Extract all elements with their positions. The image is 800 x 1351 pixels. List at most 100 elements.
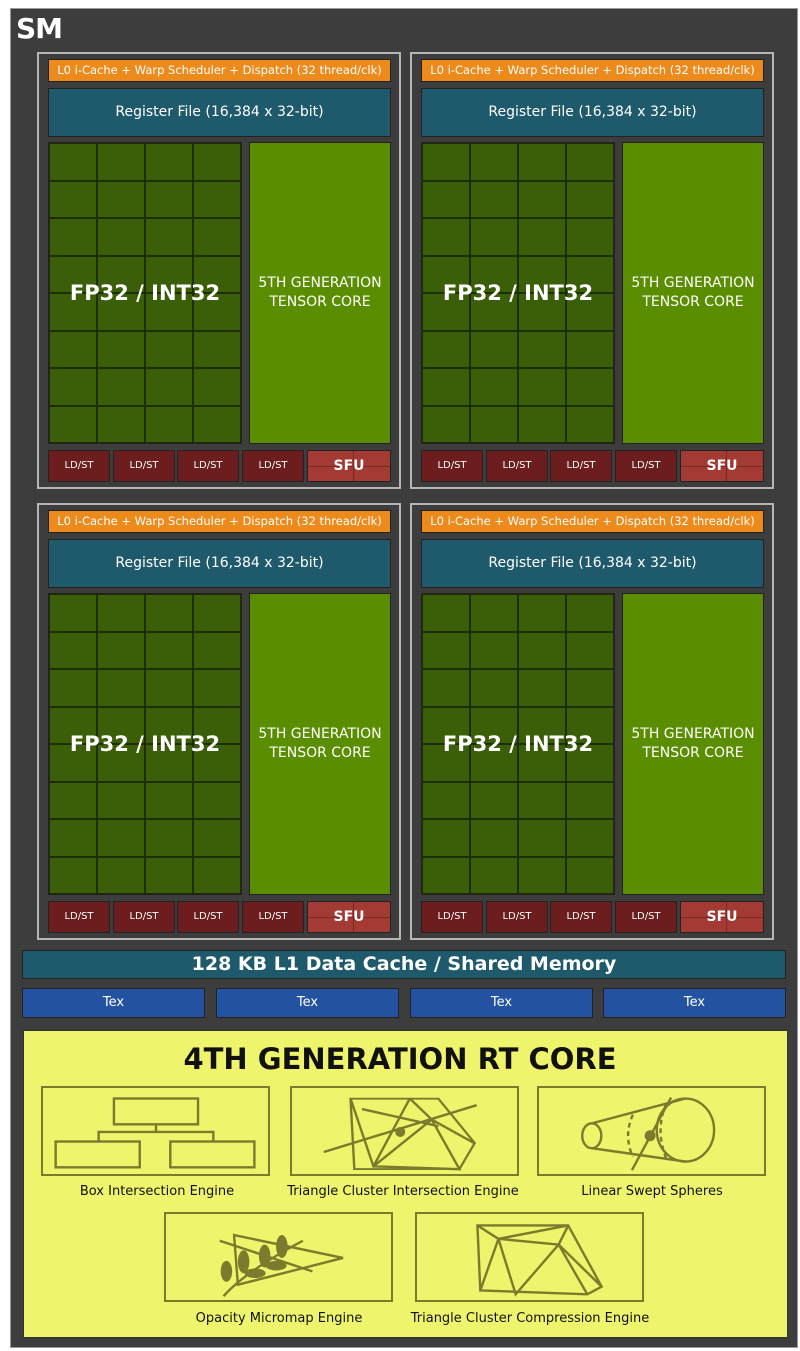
core-cell — [49, 218, 97, 256]
tex-unit: Tex — [216, 988, 399, 1018]
cores-label: FP32 / INT32 — [442, 732, 594, 756]
core-cell — [422, 669, 470, 707]
core-cell — [518, 255, 566, 293]
core-cell — [422, 368, 470, 406]
core-cell — [566, 293, 614, 331]
fp32-int32-cores: FP32 / INT32 — [421, 142, 615, 444]
core-cell — [193, 143, 241, 181]
ldst-unit: LD/ST — [421, 450, 483, 482]
core-cell — [193, 330, 241, 368]
core-cell — [422, 180, 470, 218]
core-cell — [566, 744, 614, 782]
core-cell — [566, 706, 614, 744]
core-cell — [193, 819, 241, 857]
ldst-unit: LD/ST — [550, 901, 612, 933]
core-cell — [518, 218, 566, 256]
core-cell — [470, 368, 518, 406]
core-cell — [422, 819, 470, 857]
core-cell — [470, 405, 518, 443]
core-cell — [518, 631, 566, 669]
core-cell — [49, 594, 97, 632]
core-cell — [97, 631, 145, 669]
core-cell — [422, 781, 470, 819]
core-cell — [97, 669, 145, 707]
ldst-unit: LD/ST — [113, 901, 175, 933]
core-cell — [145, 293, 193, 331]
core-cell — [193, 744, 241, 782]
warp-scheduler: L0 i-Cache + Warp Scheduler + Dispatch (… — [48, 510, 391, 533]
core-cell — [193, 368, 241, 406]
processing-block: L0 i-Cache + Warp Scheduler + Dispatch (… — [37, 52, 401, 489]
core-cell — [97, 368, 145, 406]
core-cell — [145, 368, 193, 406]
core-cell — [145, 218, 193, 256]
core-cell — [518, 405, 566, 443]
tensor-core: 5TH GENERATION TENSOR CORE — [249, 142, 391, 444]
core-cell — [145, 819, 193, 857]
core-cell — [193, 631, 241, 669]
core-cell — [145, 594, 193, 632]
triangle-cluster-icon — [415, 1212, 644, 1302]
warp-scheduler: L0 i-Cache + Warp Scheduler + Dispatch (… — [421, 510, 764, 533]
core-cell — [49, 669, 97, 707]
core-cell — [97, 856, 145, 894]
box-hierarchy-icon — [41, 1086, 270, 1176]
core-cell — [193, 405, 241, 443]
rt-core — [23, 1030, 788, 1338]
swept-sphere-icon — [537, 1086, 766, 1176]
core-cell — [193, 293, 241, 331]
core-cell — [518, 143, 566, 181]
core-cell — [49, 368, 97, 406]
core-cell — [518, 594, 566, 632]
core-cell — [566, 255, 614, 293]
core-cell — [145, 669, 193, 707]
core-cell — [566, 669, 614, 707]
core-cell — [49, 706, 97, 744]
core-cell — [470, 330, 518, 368]
core-cell — [566, 856, 614, 894]
core-cell — [470, 594, 518, 632]
leaf-micromap-icon — [164, 1212, 393, 1302]
core-cell — [566, 594, 614, 632]
core-cell — [49, 781, 97, 819]
core-cell — [422, 255, 470, 293]
l1-data-cache: 128 KB L1 Data Cache / Shared Memory — [22, 950, 786, 979]
core-cell — [49, 255, 97, 293]
core-cell — [470, 819, 518, 857]
tex-unit: Tex — [410, 988, 593, 1018]
ldst-unit: LD/ST — [486, 901, 548, 933]
warp-scheduler: L0 i-Cache + Warp Scheduler + Dispatch (… — [48, 59, 391, 82]
fp32-int32-cores: FP32 / INT32 — [421, 593, 615, 895]
core-cell — [422, 143, 470, 181]
core-cell — [566, 143, 614, 181]
core-cell — [566, 819, 614, 857]
core-cell — [97, 143, 145, 181]
warp-scheduler: L0 i-Cache + Warp Scheduler + Dispatch (… — [421, 59, 764, 82]
core-cell — [422, 706, 470, 744]
core-cell — [470, 669, 518, 707]
processing-block: L0 i-Cache + Warp Scheduler + Dispatch (… — [410, 503, 774, 940]
core-cell — [422, 631, 470, 669]
core-cell — [470, 218, 518, 256]
sfu-unit: SFU — [680, 901, 764, 933]
ldst-unit: LD/ST — [113, 450, 175, 482]
triangle-cluster-ray-icon — [290, 1086, 519, 1176]
core-cell — [518, 706, 566, 744]
core-cell — [422, 744, 470, 782]
fp32-int32-cores: FP32 / INT32 — [48, 142, 242, 444]
engine-label: Box Intersection Engine — [79, 1184, 235, 1199]
core-cell — [49, 330, 97, 368]
core-cell — [97, 255, 145, 293]
core-cell — [566, 218, 614, 256]
ldst-unit: LD/ST — [615, 450, 677, 482]
core-cell — [566, 180, 614, 218]
core-cell — [470, 781, 518, 819]
core-cell — [470, 293, 518, 331]
sfu-unit: SFU — [680, 450, 764, 482]
core-cell — [470, 744, 518, 782]
core-cell — [470, 856, 518, 894]
engine-label: Linear Swept Spheres — [581, 1184, 723, 1199]
core-cell — [49, 744, 97, 782]
core-cell — [193, 706, 241, 744]
register-file: Register File (16,384 x 32-bit) — [48, 88, 391, 137]
